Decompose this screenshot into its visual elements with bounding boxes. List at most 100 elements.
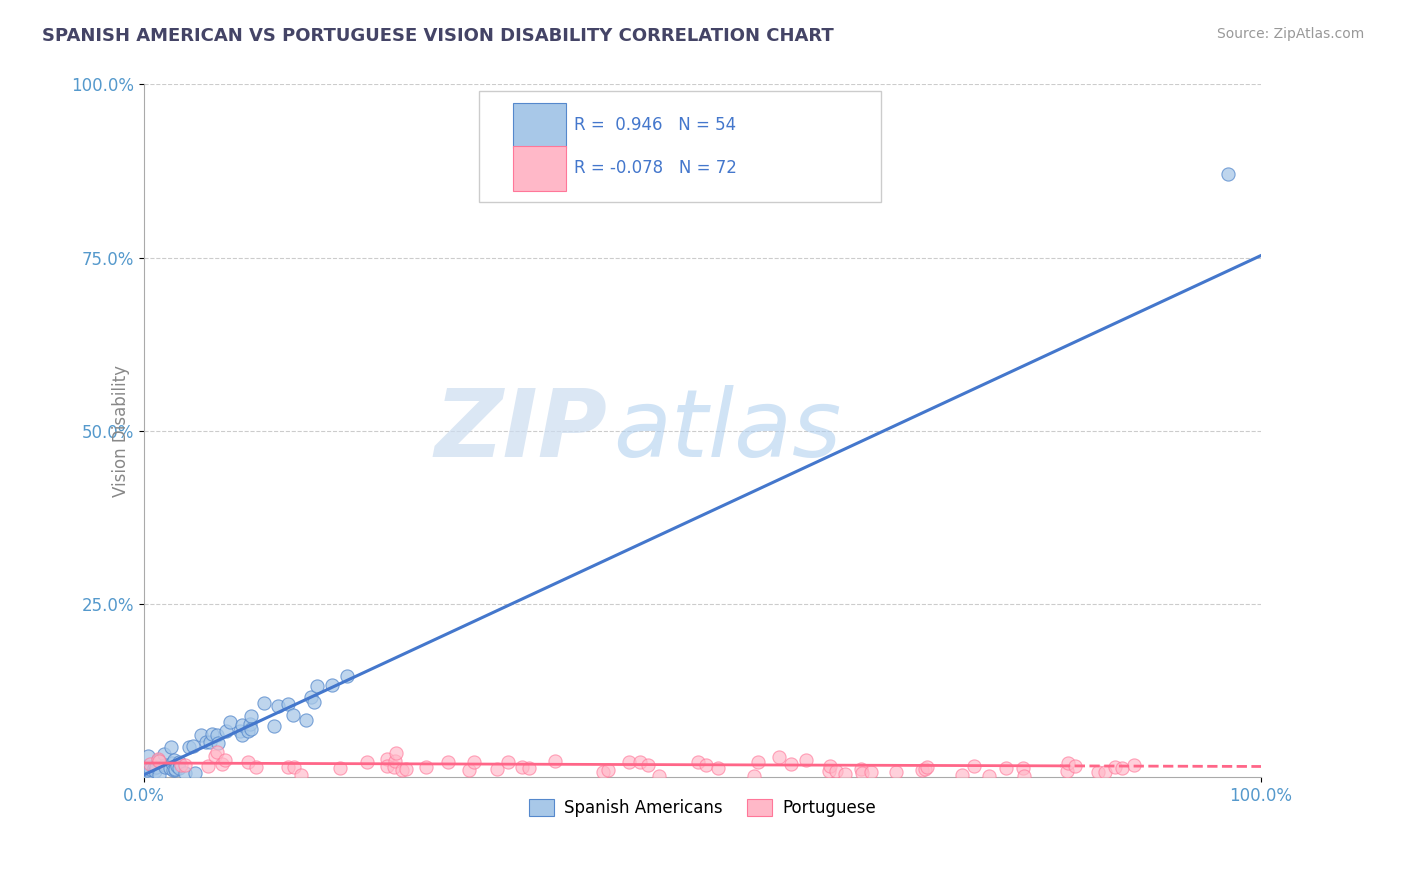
Text: Source: ZipAtlas.com: Source: ZipAtlas.com [1216,27,1364,41]
Point [437,755,460,769]
Point [211,756,233,771]
Point [207,736,229,750]
Point [148,752,170,766]
Point [375,758,398,772]
Point [1087,764,1109,779]
Point [195,735,218,749]
FancyBboxPatch shape [513,145,567,191]
Point [219,715,242,730]
Point [1104,760,1126,774]
Point [385,746,408,760]
Point [299,690,322,705]
Legend: Spanish Americans, Portuguese: Spanish Americans, Portuguese [522,792,883,824]
Point [1064,759,1087,773]
Point [818,759,841,773]
Point [304,695,326,709]
Text: R =  0.946   N = 54: R = 0.946 N = 54 [574,117,737,135]
Point [245,759,267,773]
Point [950,768,973,782]
Point [136,759,159,773]
Point [143,761,166,775]
Point [238,723,260,738]
Point [463,756,485,770]
Point [695,757,717,772]
Point [977,769,1000,783]
Point [204,749,226,764]
Point [768,750,790,764]
Point [336,669,359,683]
Point [238,755,260,769]
Point [283,759,305,773]
Point [214,753,236,767]
Point [240,708,263,723]
Point [1057,756,1080,770]
Point [197,759,219,773]
Point [382,759,405,773]
Text: R = -0.078   N = 72: R = -0.078 N = 72 [574,159,737,178]
Point [1056,764,1078,778]
Point [290,767,312,781]
Point [517,761,540,775]
Point [742,769,765,783]
Point [860,764,883,779]
Point [637,758,659,772]
Point [153,757,176,772]
Point [512,760,534,774]
Point [166,758,188,772]
Point [173,758,195,772]
Point [153,747,176,761]
Point [457,763,479,777]
Point [747,756,769,770]
Point [160,740,183,755]
Point [486,762,509,776]
Point [138,757,160,772]
Point [231,718,253,732]
Point [995,761,1018,775]
Point [1094,764,1116,779]
Point [231,728,253,742]
Point [267,699,290,714]
Y-axis label: Vision Disability: Vision Disability [112,365,131,497]
Point [281,708,304,723]
Point [163,763,186,777]
Point [329,761,352,775]
Text: atlas: atlas [613,385,841,476]
Text: SPANISH AMERICAN VS PORTUGUESE VISION DISABILITY CORRELATION CHART: SPANISH AMERICAN VS PORTUGUESE VISION DI… [42,27,834,45]
Point [190,728,212,742]
Point [167,755,190,769]
Point [963,759,986,773]
Point [277,697,299,711]
Point [205,728,228,742]
Point [305,679,328,693]
Point [148,754,170,768]
Point [592,765,614,780]
Point [163,762,186,776]
Point [162,763,184,777]
Point [207,745,229,759]
Point [1216,168,1239,182]
Point [184,765,207,780]
Point [915,760,938,774]
FancyBboxPatch shape [479,91,882,202]
Point [228,724,250,739]
Point [276,760,298,774]
Point [596,763,619,777]
Point [686,756,709,770]
Point [1111,761,1133,775]
Point [544,754,567,768]
Point [252,697,274,711]
Point [238,717,260,731]
Point [136,763,159,777]
Text: ZIP: ZIP [434,384,607,476]
Point [174,765,197,780]
Point [780,757,803,772]
Point [136,768,159,782]
Point [1123,757,1146,772]
Point [295,713,318,727]
Point [851,763,873,777]
Point [619,755,641,769]
Point [183,739,205,753]
Point [914,763,936,777]
Point [391,763,413,777]
Point [496,755,519,769]
